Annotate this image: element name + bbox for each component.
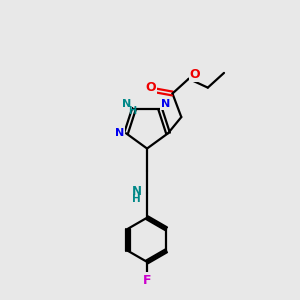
Text: N: N <box>122 99 131 109</box>
Text: F: F <box>143 274 151 286</box>
Text: N: N <box>132 185 142 198</box>
Text: O: O <box>145 81 156 94</box>
Text: N: N <box>115 128 124 138</box>
Text: H: H <box>128 106 136 116</box>
Text: H: H <box>132 194 141 204</box>
Text: O: O <box>190 68 200 81</box>
Text: N: N <box>161 99 170 109</box>
